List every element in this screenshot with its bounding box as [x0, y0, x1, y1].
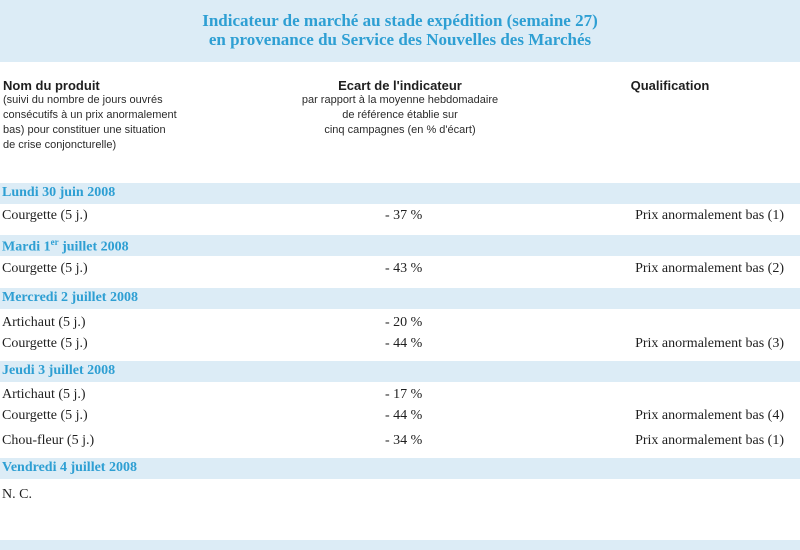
date-section-row: Vendredi 4 juillet 2008 [0, 458, 800, 479]
column-header-product: Nom du produit (suivi du nombre de jours… [3, 78, 263, 153]
date-label-part: juillet 2008 [58, 239, 129, 255]
title-line-1: Indicateur de marché au stade expédition… [202, 11, 598, 30]
bottom-border-band [0, 540, 800, 550]
column-title-product: Nom du produit [3, 78, 100, 93]
product-cell: Courgette (5 j.) [2, 208, 88, 223]
qualification-cell: Prix anormalement bas (4) [635, 408, 784, 423]
deviation-cell: - 20 % [385, 315, 423, 330]
date-section-row: Jeudi 3 juillet 2008 [0, 361, 800, 382]
title-banner: Indicateur de marché au stade expédition… [0, 0, 800, 62]
deviation-cell: - 17 % [385, 387, 423, 402]
deviation-cell: - 34 % [385, 433, 423, 448]
column-note-line: par rapport à la moyenne hebdomadaire [301, 94, 499, 106]
product-cell: N. C. [2, 487, 32, 502]
column-note-line: de référence établie sur [342, 109, 458, 121]
date-section-row: Mercredi 2 juillet 2008 [0, 288, 800, 309]
column-note-line: (suivi du nombre de jours ouvrés [3, 94, 163, 106]
column-header-deviation: Ecart de l'indicateur par rapport à la m… [270, 78, 530, 138]
product-cell: Artichaut (5 j.) [2, 387, 86, 402]
qualification-cell: Prix anormalement bas (2) [635, 261, 784, 276]
column-title-deviation: Ecart de l'indicateur [338, 78, 462, 93]
column-note-line: de crise conjoncturelle) [3, 139, 117, 151]
qualification-cell: Prix anormalement bas (3) [635, 336, 784, 351]
table-row: Courgette (5 j.) - 44 % Prix anormalemen… [0, 407, 800, 427]
table-row: Artichaut (5 j.) - 17 % [0, 386, 800, 406]
product-cell: Courgette (5 j.) [2, 261, 88, 276]
deviation-cell: - 44 % [385, 336, 423, 351]
product-cell: Courgette (5 j.) [2, 336, 88, 351]
date-label: Jeudi 3 juillet 2008 [2, 363, 116, 378]
table-row: Artichaut (5 j.) - 20 % [0, 314, 800, 334]
product-cell: Courgette (5 j.) [2, 408, 88, 423]
table-header: Nom du produit (suivi du nombre de jours… [0, 62, 800, 182]
table-row: Courgette (5 j.) - 37 % Prix anormalemen… [0, 207, 800, 227]
date-section-row: Lundi 30 juin 2008 [0, 183, 800, 204]
qualification-cell: Prix anormalement bas (1) [635, 433, 784, 448]
column-note-line: bas) pour constituer une situation [3, 124, 166, 136]
date-label-part: Mardi 1 [2, 239, 51, 255]
qualification-cell: Prix anormalement bas (1) [635, 208, 784, 223]
date-label: Mercredi 2 juillet 2008 [2, 290, 138, 305]
product-cell: Chou-fleur (5 j.) [2, 433, 95, 448]
product-cell: Artichaut (5 j.) [2, 315, 86, 330]
table-row: Courgette (5 j.) - 44 % Prix anormalemen… [0, 335, 800, 355]
deviation-cell: - 43 % [385, 261, 423, 276]
date-label: Lundi 30 juin 2008 [2, 185, 116, 200]
column-note-line: consécutifs à un prix anormalement [3, 109, 177, 121]
date-label-superscript: er [50, 237, 59, 247]
title-line-2: en provenance du Service des Nouvelles d… [208, 30, 592, 49]
date-label: Mardi 1er juillet 2008 [2, 237, 129, 256]
deviation-cell: - 44 % [385, 408, 423, 423]
column-note-line: cinq campagnes (en % d'écart) [324, 124, 476, 136]
deviation-cell: - 37 % [385, 208, 423, 223]
table-row: Chou-fleur (5 j.) - 34 % Prix anormaleme… [0, 432, 800, 452]
table-row: Courgette (5 j.) - 43 % Prix anormalemen… [0, 260, 800, 280]
column-title-qualification: Qualification [630, 78, 710, 93]
column-header-qualification: Qualification [560, 78, 780, 93]
date-section-row: Mardi 1er juillet 2008 [0, 235, 800, 256]
table-row: N. C. [0, 486, 800, 506]
date-label: Vendredi 4 juillet 2008 [2, 460, 137, 475]
